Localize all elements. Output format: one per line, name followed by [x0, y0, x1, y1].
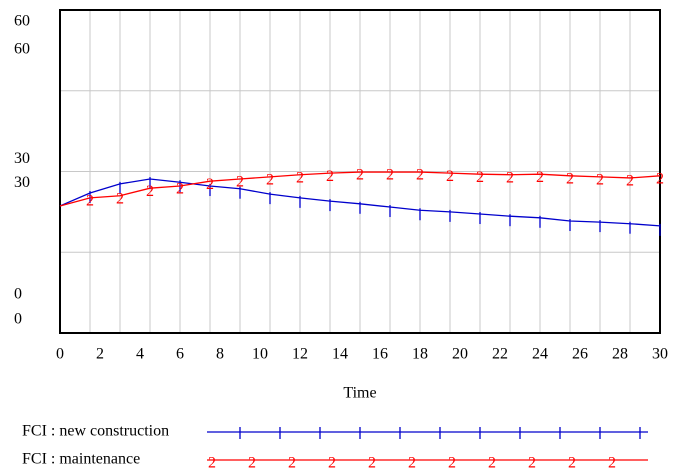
legend-marker: 2: [568, 455, 576, 470]
legend-marker: 2: [288, 455, 296, 470]
x-tick-label: 4: [136, 346, 144, 363]
point-marker: 2: [176, 181, 184, 198]
point-marker: 2: [266, 172, 274, 189]
x-tick-label: 0: [56, 346, 64, 363]
x-tick-label: 10: [252, 346, 268, 363]
point-marker: 2: [626, 173, 634, 190]
point-marker: 2: [596, 172, 604, 189]
point-marker: 2: [296, 169, 304, 186]
x-tick-label: 6: [176, 346, 184, 363]
point-marker: 2: [536, 169, 544, 186]
x-tick-label: 22: [492, 346, 508, 363]
point-marker: 2: [386, 167, 394, 184]
x-tick-label: 30: [652, 346, 668, 363]
x-axis-label: Time: [343, 385, 376, 402]
legend-marker: 2: [208, 455, 216, 470]
point-marker: 2: [146, 183, 154, 200]
plot-frame: [59, 9, 661, 334]
point-marker: 2: [446, 168, 454, 185]
x-tick-label: 20: [452, 346, 468, 363]
point-marker: 2: [326, 168, 334, 185]
legend-marker: 2: [328, 455, 336, 470]
point-marker: 2: [206, 176, 214, 193]
legend-marker: 2: [488, 455, 496, 470]
x-tick-label: 12: [292, 346, 308, 363]
legend-marker: 2: [368, 455, 376, 470]
point-marker: 2: [416, 167, 424, 184]
x-tick-label: 28: [612, 346, 628, 363]
legend-marker: 2: [608, 455, 616, 470]
point-marker: 2: [236, 174, 244, 191]
point-marker: 2: [86, 193, 94, 210]
point-marker: 2: [656, 170, 664, 187]
point-marker: 2: [506, 169, 514, 186]
y-tick-label: 30: [14, 150, 30, 167]
legend-marker: 2: [248, 455, 256, 470]
legend-marker: 2: [448, 455, 456, 470]
point-marker: 2: [356, 167, 364, 184]
x-tick-label: 26: [572, 346, 588, 363]
x-tick-label: 14: [332, 346, 348, 363]
x-tick-label: 16: [372, 346, 388, 363]
x-tick-label: 18: [412, 346, 428, 363]
series-line: [59, 171, 661, 207]
point-marker: 2: [566, 170, 574, 187]
point-marker: 2: [476, 169, 484, 186]
legend-label: FCI : maintenance: [22, 451, 140, 468]
legend-label: FCI : new construction: [22, 423, 169, 440]
y-tick-label: 60: [14, 13, 30, 30]
y2-tick-label: 30: [14, 174, 30, 191]
legend-marker: 2: [408, 455, 416, 470]
y-tick-label: 0: [14, 286, 22, 303]
x-tick-label: 8: [216, 346, 224, 363]
x-tick-label: 2: [96, 346, 104, 363]
y2-tick-label: 0: [14, 311, 22, 328]
y2-tick-label: 60: [14, 41, 30, 58]
legend-marker: 2: [528, 455, 536, 470]
x-tick-label: 24: [532, 346, 548, 363]
point-marker: 2: [116, 190, 124, 207]
